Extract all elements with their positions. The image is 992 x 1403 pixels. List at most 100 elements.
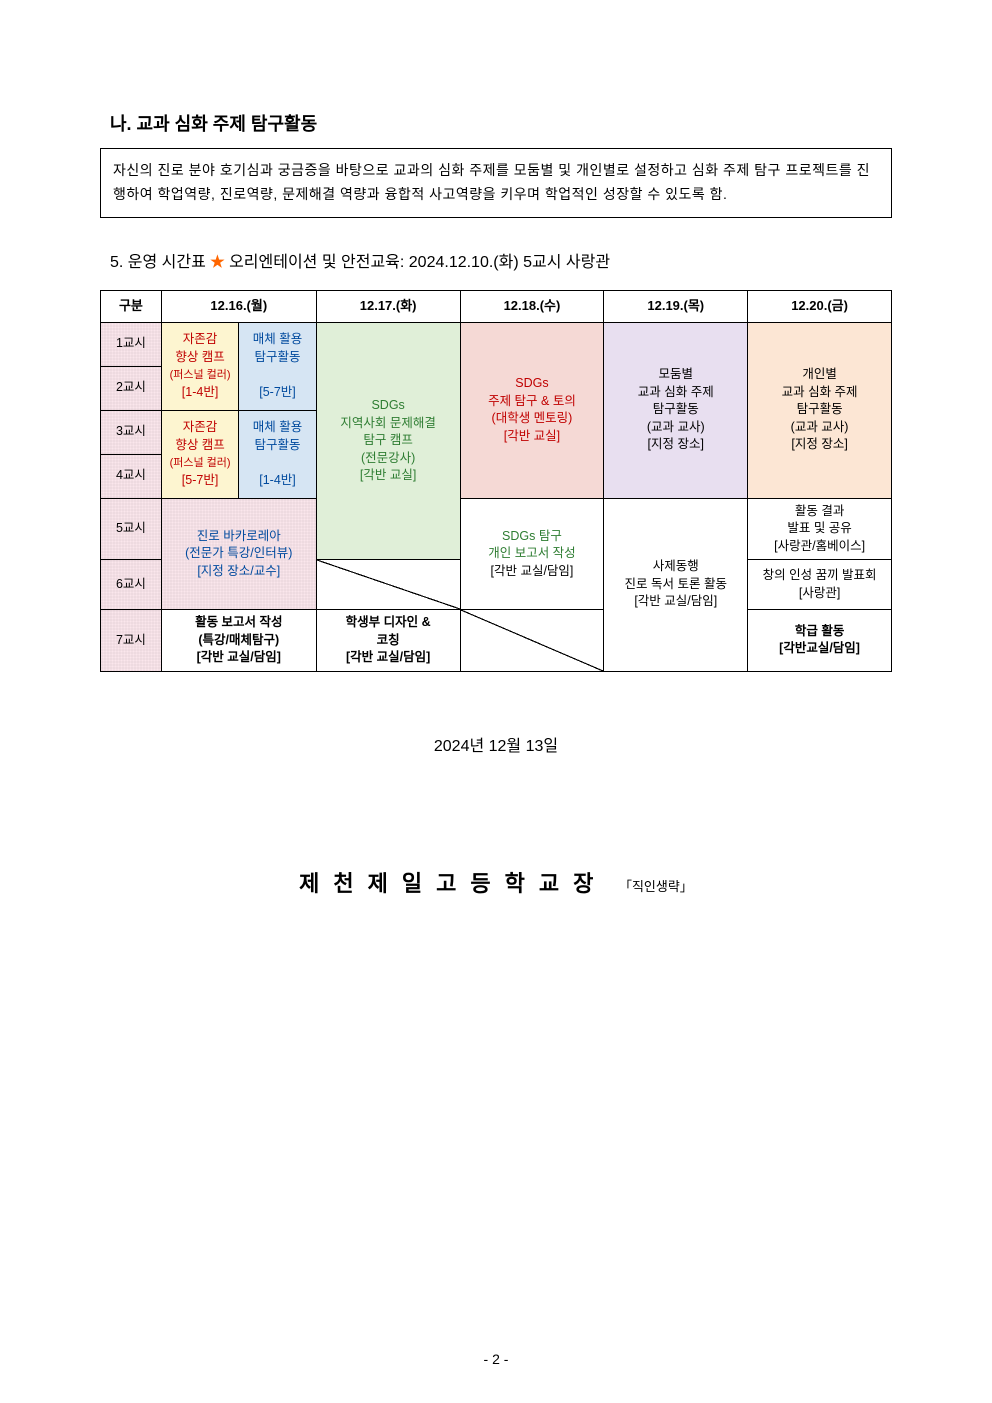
cell-text: [5-7반] (182, 473, 219, 487)
cell-text: 개인 보고서 작성 (488, 546, 575, 560)
cell-mon-a-34: 자존감 향상 캠프 (퍼스널 컬러) [5-7반] (161, 410, 238, 498)
cell-text: 매체 활용 (253, 420, 302, 434)
schedule-orientation-text: 오리엔테이션 및 안전교육: 2024.12.10.(화) 5교시 사랑관 (229, 254, 610, 271)
header-division: 구분 (101, 290, 162, 322)
cell-text: SDGs (371, 398, 404, 412)
cell-text: 탐구 캠프 (363, 433, 412, 447)
cell-text: 탐구활동 (255, 350, 301, 364)
cell-text: [각반 교실] (360, 468, 416, 482)
cell-thu-567: 사제동행 진로 독서 토론 활동 [각반 교실/담임] (604, 498, 748, 671)
cell-text: [사랑관] (799, 586, 840, 600)
cell-text: (전문강사) (361, 451, 415, 465)
cell-text: 탐구활동 (797, 402, 843, 416)
period-label: 5교시 (101, 498, 162, 560)
cell-text: (전문가 특강/인터뷰) (185, 546, 292, 560)
cell-mon-7: 활동 보고서 작성 (특강/매체탐구) [각반 교실/담임] (161, 610, 316, 672)
cell-text: [사랑관/홈베이스] (774, 539, 865, 553)
period-label: 2교시 (101, 366, 162, 410)
cell-tue-6-empty (316, 560, 460, 610)
table-header-row: 구분 12.16.(월) 12.17.(화) 12.18.(수) 12.19.(… (101, 290, 892, 322)
period-label: 6교시 (101, 560, 162, 610)
period-label: 4교시 (101, 454, 162, 498)
cell-text: [1-4반] (259, 473, 296, 487)
cell-text: [지정 장소] (791, 437, 847, 451)
star-icon: ★ (210, 254, 224, 271)
cell-text: 탐구활동 (653, 402, 699, 416)
period-label: 7교시 (101, 610, 162, 672)
cell-text: 지역사회 문제해결 (340, 416, 435, 430)
cell-text: (특강/매체탐구) (198, 633, 279, 647)
schedule-num: 5. 운영 시간표 (110, 254, 210, 271)
cell-text: 활동 보고서 작성 (195, 615, 282, 629)
signature-title: 제천제일고등학교장 (299, 871, 607, 896)
cell-wed-7-empty (460, 610, 604, 672)
cell-text: (대학생 멘토링) (492, 411, 573, 425)
cell-text: [지정 장소/교수] (197, 564, 280, 578)
cell-text: 주제 탐구 & 토의 (488, 394, 576, 408)
cell-text: 자존감 (183, 420, 218, 434)
cell-text: 교과 심화 주제 (782, 385, 858, 399)
cell-text: 활동 결과 (795, 504, 844, 518)
cell-thu-14: 모둠별 교과 심화 주제 탐구활동 (교과 교사) [지정 장소] (604, 322, 748, 498)
cell-mon-56: 진로 바카로레아 (전문가 특강/인터뷰) [지정 장소/교수] (161, 498, 316, 610)
header-fri: 12.20.(금) (748, 290, 892, 322)
cell-text: 학급 활동 (795, 624, 844, 638)
cell-text: [5-7반] (259, 385, 296, 399)
schedule-heading: 5. 운영 시간표 ★ 오리엔테이션 및 안전교육: 2024.12.10.(화… (100, 248, 892, 272)
cell-text: [지정 장소] (648, 437, 704, 451)
section-description: 자신의 진로 분야 호기심과 궁금증을 바탕으로 교과의 심화 주제를 모둠별 … (100, 148, 892, 218)
footer-date: 2024년 12월 13일 (100, 732, 892, 756)
header-mon: 12.16.(월) (161, 290, 316, 322)
table-row: 1교시 자존감 향상 캠프 (퍼스널 컬러) [1-4반] 매체 활용 탐구활동… (101, 322, 892, 366)
cell-text: 탐구활동 (255, 438, 301, 452)
cell-tue-15: SDGs 지역사회 문제해결 탐구 캠프 (전문강사) [각반 교실] (316, 322, 460, 560)
cell-fri-14: 개인별 교과 심화 주제 탐구활동 (교과 교사) [지정 장소] (748, 322, 892, 498)
cell-text: [각반 교실/담임] (197, 650, 281, 664)
cell-fri-5: 활동 결과 발표 및 공유 [사랑관/홈베이스] (748, 498, 892, 560)
cell-mon-b-12: 매체 활용 탐구활동 [5-7반] (239, 322, 316, 410)
cell-text: [각반교실/담임] (779, 641, 860, 655)
period-label: 3교시 (101, 410, 162, 454)
cell-text: 진로 바카로레아 (197, 529, 281, 543)
header-wed: 12.18.(수) (460, 290, 604, 322)
cell-text: 코칭 (377, 633, 400, 647)
timetable: 구분 12.16.(월) 12.17.(화) 12.18.(수) 12.19.(… (100, 290, 892, 672)
cell-text: 사제동행 (653, 559, 699, 573)
signature-sub: 「직인생략」 (619, 879, 693, 894)
cell-text: 창의 인성 꿈끼 발표회 (763, 568, 877, 582)
header-tue: 12.17.(화) (316, 290, 460, 322)
cell-wed-56: SDGs 탐구 개인 보고서 작성 [각반 교실/담임] (460, 498, 604, 610)
cell-mon-a-12: 자존감 향상 캠프 (퍼스널 컬러) [1-4반] (161, 322, 238, 410)
cell-text: SDGs (515, 376, 548, 390)
signature-line: 제천제일고등학교장 「직인생략」 (100, 866, 892, 898)
cell-text: 모둠별 (659, 367, 694, 381)
cell-text: 발표 및 공유 (787, 521, 851, 535)
cell-text: [각반 교실/담임] (634, 594, 717, 608)
cell-text: 개인별 (802, 367, 837, 381)
cell-text: 자존감 (183, 332, 218, 346)
cell-fri-6: 창의 인성 꿈끼 발표회 [사랑관] (748, 560, 892, 610)
page-number: - 2 - (0, 1351, 992, 1367)
cell-text: (교과 교사) (791, 420, 849, 434)
cell-text: 향상 캠프 (175, 350, 224, 364)
table-row: 7교시 활동 보고서 작성 (특강/매체탐구) [각반 교실/담임] 학생부 디… (101, 610, 892, 672)
cell-text: 매체 활용 (253, 332, 302, 346)
cell-text: [각반 교실] (504, 429, 560, 443)
cell-text: (퍼스널 컬러) (170, 369, 231, 381)
cell-mon-b-34: 매체 활용 탐구활동 [1-4반] (239, 410, 316, 498)
cell-text: 진로 독서 토론 활동 (625, 577, 727, 591)
cell-text: [각반 교실/담임] (346, 650, 430, 664)
cell-text: 교과 심화 주제 (638, 385, 714, 399)
cell-text: [1-4반] (182, 385, 219, 399)
cell-text: (교과 교사) (647, 420, 705, 434)
cell-tue-7: 학생부 디자인 & 코칭 [각반 교실/담임] (316, 610, 460, 672)
cell-text: [각반 교실/담임] (491, 564, 574, 578)
header-thu: 12.19.(목) (604, 290, 748, 322)
table-row: 5교시 진로 바카로레아 (전문가 특강/인터뷰) [지정 장소/교수] SDG… (101, 498, 892, 560)
section-title: 나. 교과 심화 주제 탐구활동 (100, 110, 892, 136)
cell-wed-14: SDGs 주제 탐구 & 토의 (대학생 멘토링) [각반 교실] (460, 322, 604, 498)
period-label: 1교시 (101, 322, 162, 366)
cell-text: (퍼스널 컬러) (170, 457, 231, 469)
cell-fri-7: 학급 활동 [각반교실/담임] (748, 610, 892, 672)
cell-text: SDGs 탐구 (502, 529, 562, 543)
